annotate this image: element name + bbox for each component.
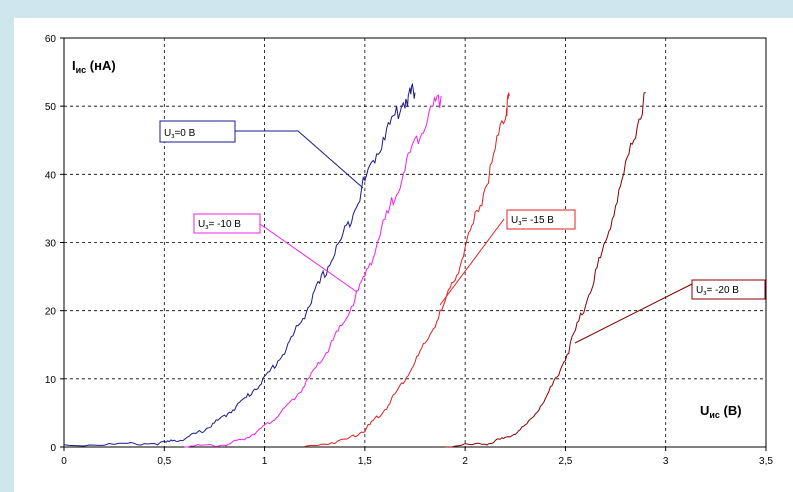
series-label-leader [235, 130, 364, 189]
y-axis-title: Iис (нА) [72, 58, 116, 75]
y-tick-label: 60 [45, 34, 57, 45]
x-tick-label: 1,5 [358, 456, 372, 467]
y-tick-label: 20 [45, 307, 57, 318]
series-label-leader [259, 223, 358, 293]
x-tick-label: 3,5 [759, 456, 773, 467]
x-tick-label: 3 [663, 456, 669, 467]
y-tick-label: 30 [45, 239, 57, 250]
x-tick-label: 2,5 [558, 456, 572, 467]
y-tick-label: 40 [45, 170, 57, 181]
x-tick-label: 0,5 [157, 456, 171, 467]
series-line [184, 94, 442, 448]
series-label: Uз=0 В [164, 128, 196, 140]
series-label-leader [574, 283, 693, 344]
x-axis-title: Uис (В) [700, 403, 742, 420]
series-label-box [159, 120, 236, 143]
series-label-leader [439, 218, 505, 306]
series-label: Uз= -10 В [198, 219, 241, 231]
series-line [304, 92, 510, 447]
y-tick-label: 10 [45, 375, 57, 386]
series-label-box [506, 209, 576, 230]
series-line [63, 82, 416, 447]
series-label-box [691, 279, 766, 300]
y-tick-label: 0 [50, 443, 56, 454]
series-label: Uз= -20 В [696, 285, 739, 297]
x-tick-label: 0 [61, 456, 67, 467]
x-tick-label: 1 [262, 456, 268, 467]
series-label: Uз= -15 В [511, 215, 554, 227]
series-line [445, 92, 646, 448]
series-label-box [193, 213, 261, 234]
x-tick-label: 2 [462, 456, 468, 467]
y-tick-label: 50 [45, 102, 57, 113]
